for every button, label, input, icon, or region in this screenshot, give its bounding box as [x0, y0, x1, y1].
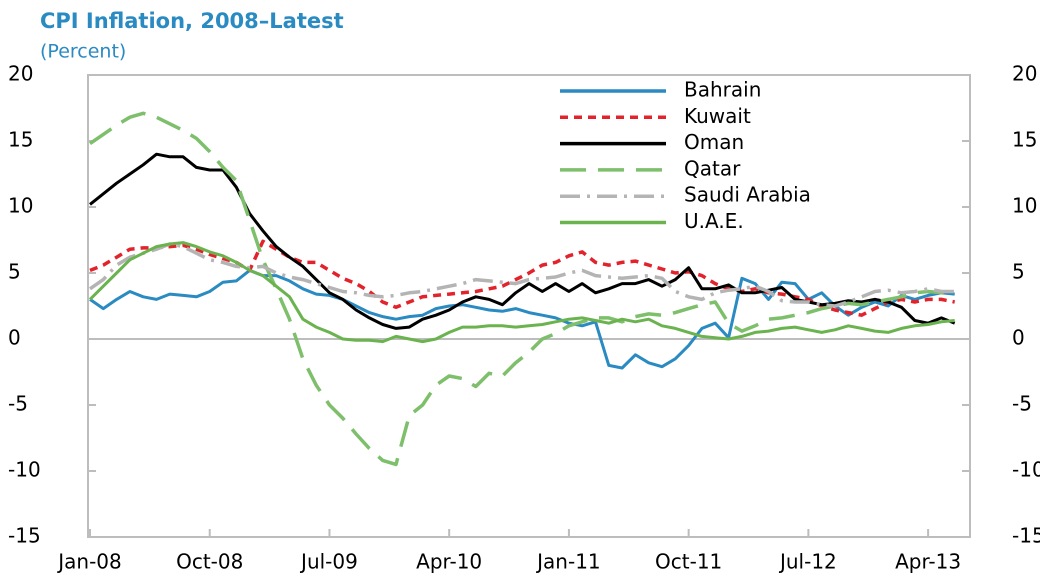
y-tick-label: 10 — [8, 194, 33, 218]
series-line — [89, 239, 956, 317]
y2-tick-label: -5 — [1012, 392, 1032, 416]
y-tick-label: 20 — [8, 62, 33, 86]
x-tick-label: Apr-10 — [416, 550, 482, 574]
y2-tick-label: -10 — [1012, 458, 1040, 482]
legend-label: Bahrain — [684, 78, 761, 102]
chart-title: CPI Inflation, 2008–Latest — [40, 9, 344, 33]
legend-label: Qatar — [684, 156, 741, 180]
legend-label: U.A.E. — [684, 209, 744, 233]
series-line — [89, 152, 956, 330]
y-tick-label: -15 — [8, 524, 41, 548]
x-tick-label: Jul-12 — [778, 550, 837, 574]
plot-frame — [87, 74, 971, 538]
chart-subtitle: (Percent) — [40, 41, 126, 63]
y2-tick-label: 5 — [1012, 260, 1025, 284]
x-tick-label: Oct-11 — [655, 550, 722, 574]
y-tick-label: 15 — [8, 128, 33, 152]
y2-tick-label: 15 — [1012, 128, 1037, 152]
x-tick-label: Jan-08 — [56, 550, 122, 574]
y-tick-label: 0 — [8, 326, 21, 350]
y-tick-label: -10 — [8, 458, 41, 482]
legend-label: Kuwait — [684, 104, 751, 128]
series-line — [89, 268, 955, 370]
x-tick-label: Jul-09 — [299, 550, 358, 574]
legend-label: Saudi Arabia — [684, 183, 811, 207]
y2-tick-label: 10 — [1012, 194, 1037, 218]
y-tick-label: -5 — [8, 392, 28, 416]
series-line — [89, 242, 955, 308]
y2-tick-label: 0 — [1012, 326, 1025, 350]
y2-tick-label: 20 — [1012, 62, 1037, 86]
x-tick-label: Oct-08 — [176, 550, 243, 574]
y2-tick-label: -15 — [1012, 524, 1040, 548]
x-tick-label: Apr-13 — [895, 550, 961, 574]
x-tick-label: Jan-11 — [535, 550, 601, 574]
y-tick-label: 5 — [8, 260, 21, 284]
series-line — [88, 241, 955, 344]
series-line — [89, 111, 955, 467]
legend-label: Oman — [684, 130, 744, 154]
